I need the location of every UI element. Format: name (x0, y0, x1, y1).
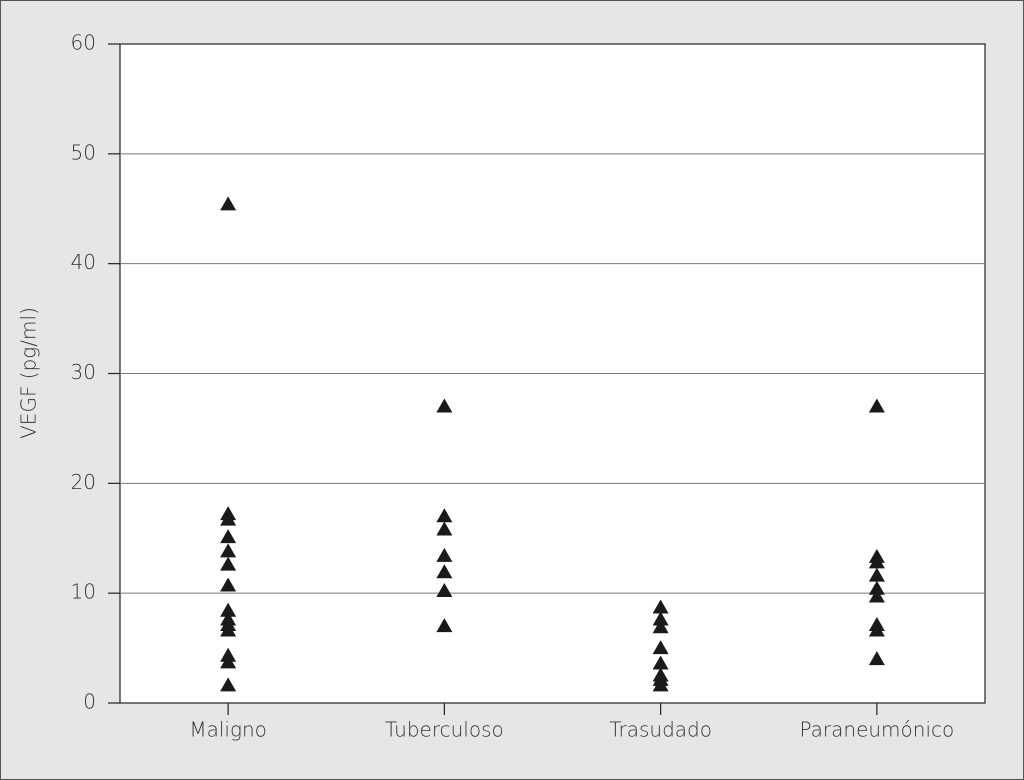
marker (868, 398, 885, 413)
marker (436, 564, 453, 579)
y-tick-label: 40 (71, 250, 96, 274)
y-tick-label: 60 (71, 31, 96, 55)
marker (220, 511, 237, 526)
marker (220, 543, 237, 558)
y-tick-label: 50 (71, 140, 96, 164)
marker (436, 547, 453, 562)
x-tick-label: Trasudado (609, 718, 712, 742)
x-tick-label: Maligno (189, 718, 267, 742)
marker (436, 398, 453, 413)
marker (868, 580, 885, 595)
marker (220, 556, 237, 571)
marker (868, 554, 885, 569)
marker (868, 651, 885, 666)
marker (436, 521, 453, 536)
y-tick-label: 0 (83, 690, 96, 714)
x-tick-label: Paraneumónico (800, 718, 955, 742)
marker (652, 599, 669, 614)
marker (652, 655, 669, 670)
y-tick-label: 10 (71, 580, 96, 604)
marker (436, 508, 453, 523)
marker (436, 582, 453, 597)
marker (652, 640, 669, 655)
marker (652, 677, 669, 692)
marker (220, 622, 237, 637)
marker (220, 677, 237, 692)
marker (220, 196, 237, 211)
marker (868, 567, 885, 582)
y-tick-label: 30 (71, 360, 96, 384)
marker (220, 654, 237, 669)
y-tick-label: 20 (71, 470, 96, 494)
marker (868, 588, 885, 603)
marker (220, 602, 237, 617)
marker (220, 529, 237, 544)
marker (652, 611, 669, 626)
marker (652, 619, 669, 634)
marker (868, 622, 885, 637)
x-tick-label: Tuberculoso (385, 718, 504, 742)
marker (436, 618, 453, 633)
y-axis-label: VEGF (pg/ml) (17, 307, 41, 439)
marker (220, 577, 237, 592)
